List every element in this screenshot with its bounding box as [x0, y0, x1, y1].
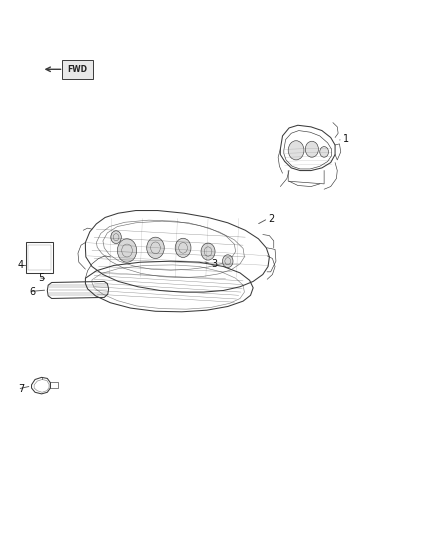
Text: 4: 4 [18, 261, 24, 270]
Circle shape [175, 238, 191, 257]
Text: 6: 6 [30, 287, 36, 296]
Bar [28, 245, 51, 270]
Text: 2: 2 [268, 214, 275, 223]
Text: 5: 5 [39, 273, 45, 282]
Circle shape [117, 239, 137, 262]
Circle shape [305, 141, 318, 157]
Text: 1: 1 [343, 134, 349, 143]
Circle shape [147, 237, 164, 259]
Circle shape [223, 255, 233, 268]
Text: FWD: FWD [68, 65, 88, 74]
Circle shape [288, 141, 304, 160]
Bar [26, 242, 53, 273]
Text: 3: 3 [212, 259, 218, 269]
Circle shape [111, 231, 121, 244]
Circle shape [320, 147, 328, 157]
Circle shape [201, 243, 215, 260]
Text: 7: 7 [18, 384, 24, 394]
FancyBboxPatch shape [62, 60, 93, 79]
